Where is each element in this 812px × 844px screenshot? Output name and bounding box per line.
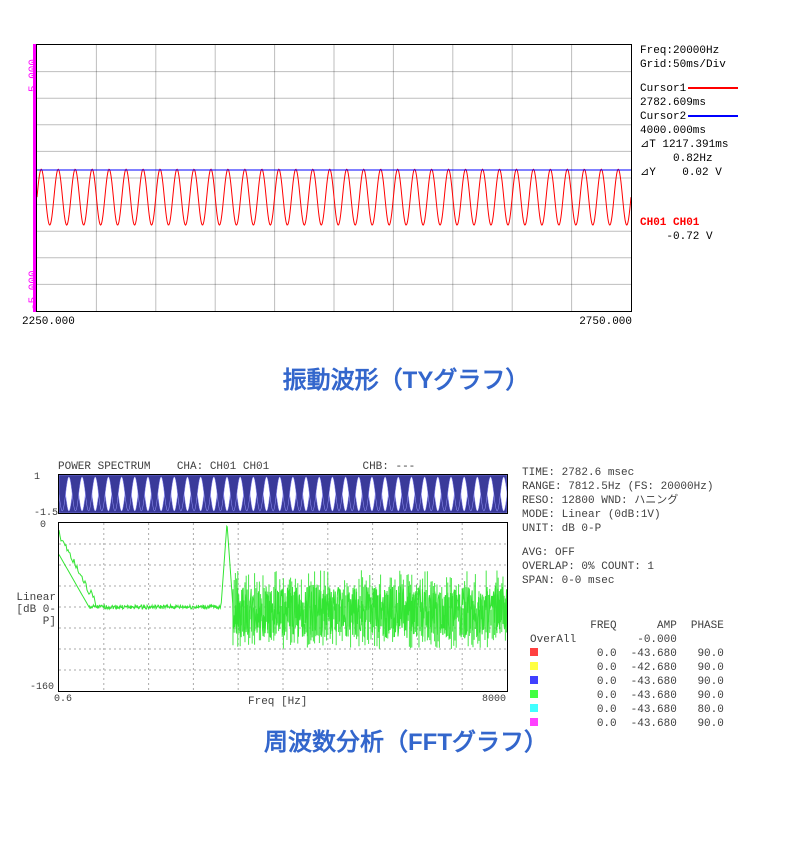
ty-y-axis: 5.000 -5.000 [16,44,32,312]
ty-cursor1-row: Cursor12782.609ms [640,82,800,110]
marker-swatch [530,690,538,698]
ty-x-right-label: 2750.000 [579,316,632,328]
fft-table-marker-row: 0.0-42.68090.0 [524,662,730,674]
ty-dt-label: ⊿T 1217.391ms [640,138,800,152]
fft-spectrum-svg [59,523,507,691]
fft-mode: MODE: Linear (0dB:1V) [522,508,792,522]
fft-header-left: POWER SPECTRUM [58,461,150,473]
fft-y-axis-title: Linear [dB 0-P] [12,592,56,628]
fft-preview-ytop: 1 [34,472,40,483]
fft-y-bot-label: -160 [30,682,54,693]
fft-table-overall-row: OverAll -0.000 [524,634,730,646]
fft-plot-area[interactable] [58,522,508,692]
marker-swatch [530,648,538,656]
fft-x-axis-title: Freq [Hz] [248,696,307,708]
fft-header-chb: CHB: --- [362,461,415,473]
fft-span: SPAN: 0-0 msec [522,574,792,588]
fft-y-top-label: 0 [40,520,46,531]
ty-plot-area[interactable] [36,44,632,312]
ty-info-panel: Freq:20000Hz Grid:50ms/Div Cursor12782.6… [640,44,800,244]
fft-marker-table: FREQ AMP PHASE OverAll -0.000 0.0-43.680… [522,618,732,732]
ty-chart-panel: 5.000 -5.000 2250.000 2750.000 [18,44,632,312]
fft-range: RANGE: 7812.5Hz (FS: 20000Hz) [522,480,792,494]
ty-channel-value: -0.72 V [640,230,800,244]
fft-preview-ybot: -1.5 [34,508,58,519]
ty-dhz-label: 0.82Hz [640,152,800,166]
ty-dy-label: ⊿Y 0.02 V [640,166,800,180]
fft-table-marker-row: 0.0-43.68090.0 [524,690,730,702]
ty-waveform-svg [37,45,631,311]
marker-swatch [530,704,538,712]
ty-cursor2-row: Cursor24000.000ms [640,110,800,138]
fft-x-right-label: 8000 [482,694,506,705]
fft-time: TIME: 2782.6 msec [522,466,792,480]
fft-overlap: OVERLAP: 0% COUNT: 1 [522,560,792,574]
title-ty: 振動波形（TYグラフ） [0,360,812,395]
marker-swatch [530,662,538,670]
title-fft: 周波数分析（FFTグラフ） [0,722,812,757]
ty-y-axis-bar [33,44,36,312]
fft-header-cha: CHA: CH01 CH01 [177,461,269,473]
fft-unit: UNIT: dB 0-P [522,522,792,536]
cursor1-legend-line [688,87,738,89]
fft-preview-wave [59,475,507,513]
ty-freq-label: Freq:20000Hz [640,44,800,58]
fft-x-left-label: 0.6 [54,694,72,705]
ty-channel-label: CH01 CH01 [640,216,800,230]
fft-table-marker-row: 0.0-43.68090.0 [524,648,730,660]
cursor2-legend-line [688,115,738,117]
fft-header-row: POWER SPECTRUM CHA: CH01 CH01 CHB: --- [58,462,415,473]
ty-grid-label: Grid:50ms/Div [640,58,800,72]
ty-x-left-label: 2250.000 [22,316,75,328]
fft-reso: RESO: 12800 WND: ハニング [522,494,792,508]
fft-table-marker-row: 0.0-43.68080.0 [524,704,730,716]
fft-table-header-row: FREQ AMP PHASE [524,620,730,632]
marker-swatch [530,676,538,684]
fft-chart-panel: POWER SPECTRUM CHA: CH01 CH01 CHB: --- 1… [58,462,508,704]
fft-table-marker-row: 0.0-43.68090.0 [524,676,730,688]
fft-avg: AVG: OFF [522,546,792,560]
fft-preview-strip[interactable] [58,474,508,514]
fft-info-panel: TIME: 2782.6 msec RANGE: 7812.5Hz (FS: 2… [522,466,792,588]
